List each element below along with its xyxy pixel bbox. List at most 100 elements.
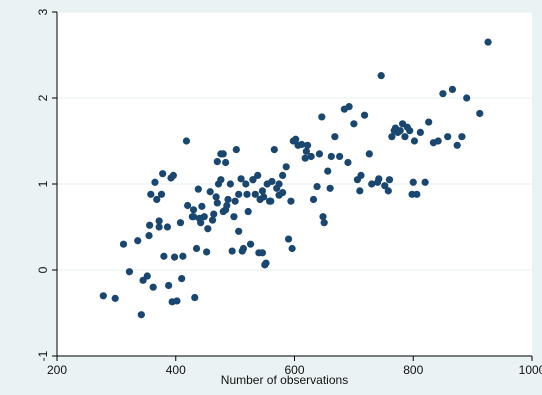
data-point [176,219,185,227]
data-point [203,248,211,256]
data-point [315,150,324,158]
data-point [243,190,251,198]
data-point [219,150,227,158]
data-point [327,152,335,161]
data-point [318,113,326,121]
data-point [99,292,107,300]
data-point [213,158,221,166]
data-point [206,188,214,196]
data-point [307,152,315,161]
data-point [153,195,161,204]
data-point [230,213,238,221]
data-point [356,187,364,195]
data-point [258,187,267,195]
data-point [222,206,230,214]
data-point [208,216,217,224]
x-tick-label: 400 [166,363,186,377]
data-point [439,90,447,98]
data-point [178,275,186,283]
data-point [231,197,239,205]
data-point [410,137,419,145]
data-point [213,199,221,207]
data-point [134,237,142,245]
data-point [275,180,283,188]
x-tick-label: 800 [403,363,423,377]
data-point [170,253,179,261]
data-point [195,214,204,222]
data-point [155,217,163,225]
data-point [270,146,278,154]
data-point [357,171,365,179]
x-tick-label: 600 [284,363,304,377]
data-point [249,176,257,184]
data-point [182,137,191,145]
data-point [165,281,173,290]
data-point [406,127,414,135]
data-point [324,167,332,175]
data-point [444,133,452,141]
data-point [119,240,128,248]
data-point [284,235,293,243]
data-point [235,227,243,235]
data-point [298,140,306,149]
data-point [238,247,246,255]
data-point [143,272,151,280]
data-point [448,85,457,93]
data-point [224,195,232,204]
data-point [434,137,442,145]
y-tick-label: 2 [36,94,50,101]
data-point [377,72,385,80]
data-point [146,221,154,229]
data-point [302,147,310,155]
data-point [210,210,218,218]
data-point [159,170,167,178]
data-point [319,213,327,221]
data-point [279,189,287,197]
data-point [145,232,153,240]
data-point [255,249,263,257]
data-point [453,141,461,149]
data-point [228,247,236,255]
data-point [388,133,396,141]
data-point [149,283,157,291]
data-point [365,150,373,158]
data-point [251,190,259,198]
data-point [125,268,134,276]
data-point [413,190,421,198]
data-point [288,244,296,253]
data-point [194,185,202,193]
data-point [320,219,328,227]
data-point [345,103,353,111]
x-axis-title: Number of observations [221,373,348,387]
data-point [244,207,252,216]
data-point [137,311,145,319]
data-point [173,297,181,305]
data-point [421,178,429,186]
data-point [350,120,358,128]
data-point [287,197,295,205]
data-point [191,293,199,302]
data-point [111,294,119,302]
scatter-points [99,38,492,319]
data-point [375,175,383,183]
data-point [198,202,206,210]
data-point [192,244,201,253]
axes: -1 0 1 2 3 200 400 600 800 1000 [36,8,542,377]
data-point [292,135,300,143]
data-point [151,178,159,186]
data-point [268,177,276,186]
data-point [217,176,225,184]
data-point [385,176,394,184]
data-point [279,171,287,179]
data-point [157,190,166,198]
x-tick-label: 1000 [519,363,542,377]
data-point [476,109,484,118]
data-point [368,180,376,188]
y-tick-label: -1 [36,350,50,361]
data-point [189,213,198,221]
data-point [396,127,404,135]
data-point [484,38,492,46]
data-point [409,178,417,186]
data-point [235,190,243,198]
